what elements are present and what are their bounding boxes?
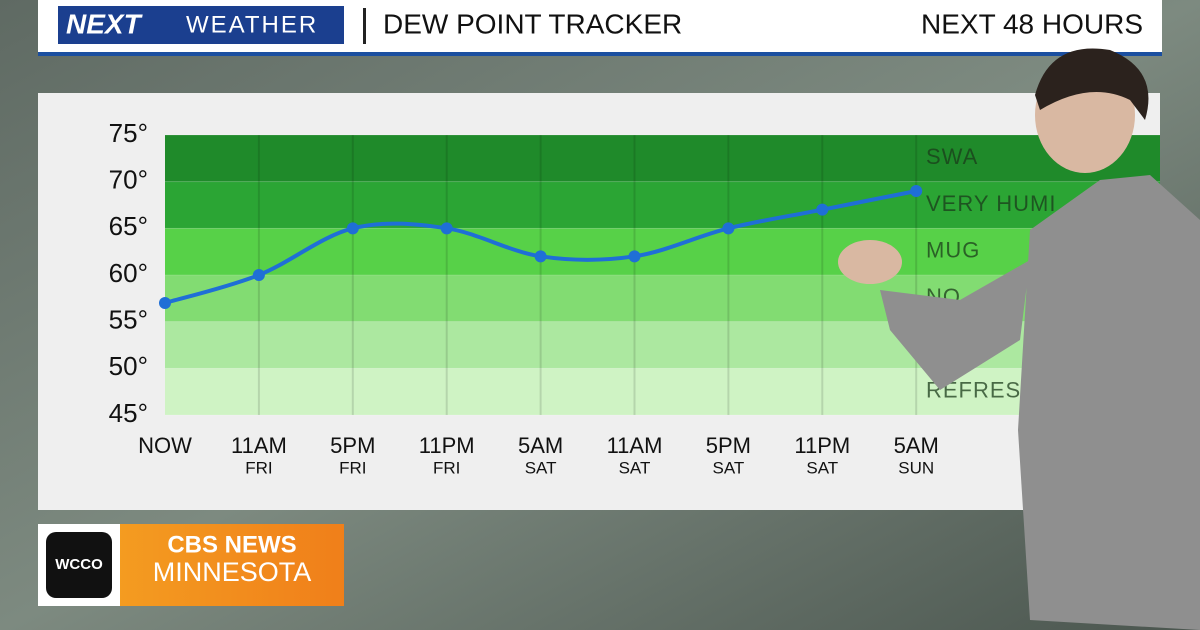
x-tick-sublabel: SUN <box>898 458 934 477</box>
point <box>159 297 171 309</box>
header-subtitle: NEXT 48 HOURS <box>921 8 1143 39</box>
presenter-hand <box>838 240 902 284</box>
x-tick-label: 5AM <box>894 433 939 458</box>
x-tick-sublabel: FRI <box>339 458 366 477</box>
band-label: MUG <box>926 237 980 262</box>
x-tick-sublabel: SAT <box>806 458 838 477</box>
point <box>628 250 641 263</box>
divider <box>363 8 366 44</box>
logo-station-badge <box>46 532 112 598</box>
brand-box <box>58 6 344 44</box>
brand-next: NEXT <box>66 8 144 39</box>
x-tick-sublabel: FRI <box>433 458 460 477</box>
point <box>440 222 453 235</box>
y-tick-label: 70° <box>109 165 148 195</box>
x-tick-sublabel: FRI <box>245 458 272 477</box>
logo-region: MINNESOTA <box>153 557 312 587</box>
x-tick-label: 11AM <box>231 433 287 458</box>
point <box>910 185 923 197</box>
x-tick-label: 5PM <box>330 433 375 458</box>
brand-weather: WEATHER <box>186 11 318 38</box>
x-tick-sublabel: SAT <box>619 458 651 477</box>
band <box>165 135 1160 182</box>
y-tick-label: 60° <box>109 258 148 288</box>
x-tick-sublabel: SAT <box>712 458 744 477</box>
presenter-hair <box>1035 48 1149 121</box>
band-label: SWA <box>926 144 978 169</box>
point <box>534 250 547 263</box>
x-tick-sublabel: SAT <box>525 458 557 477</box>
header-rule <box>38 52 1162 56</box>
x-tick-label: 5AM <box>518 433 563 458</box>
x-tick-label: 11PM <box>794 433 850 458</box>
y-tick-label: 45° <box>109 398 148 428</box>
logo-network: CBS NEWS <box>167 531 296 558</box>
y-tick-label: 50° <box>109 351 148 381</box>
header: NEXT WEATHER DEW POINT TRACKER NEXT 48 H… <box>38 0 1162 56</box>
y-tick-label: 75° <box>109 118 148 148</box>
x-tick-label: 11AM <box>607 433 663 458</box>
point <box>346 222 359 235</box>
y-tick-label: 65° <box>109 211 148 241</box>
x-tick-label: 5PM <box>706 433 751 458</box>
band <box>165 368 1160 415</box>
x-tick-label: 11PM <box>419 433 475 458</box>
point <box>252 269 265 281</box>
band <box>165 181 1160 229</box>
band <box>165 228 1160 275</box>
y-tick-label: 55° <box>109 305 148 335</box>
point <box>816 203 829 216</box>
presenter-body <box>880 175 1200 630</box>
point <box>722 222 735 235</box>
header-title: DEW POINT TRACKER <box>383 8 682 39</box>
logo: WCCO CBS NEWS MINNESOTA <box>38 524 344 606</box>
band-label: VERY HUMI <box>926 191 1056 216</box>
logo-station: WCCO <box>55 556 103 573</box>
x-tick-label: NOW <box>138 433 192 458</box>
